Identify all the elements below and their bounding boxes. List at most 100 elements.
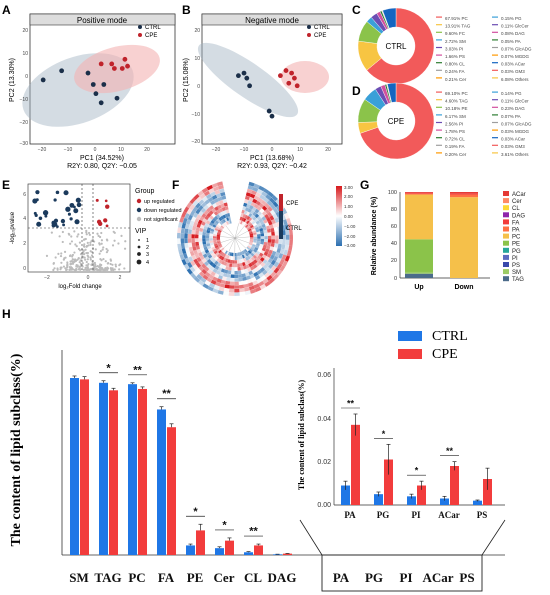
- heatmap-cell: [195, 234, 199, 239]
- volcano-point-ns: [84, 248, 87, 251]
- x-tick-b: 10: [297, 147, 303, 153]
- heatmap-cell: [264, 232, 268, 237]
- scatter-point-ctrl: [93, 91, 99, 97]
- heatmap-cell: [270, 242, 275, 248]
- volcano-point-ns: [75, 245, 78, 248]
- heatmap-cell: [210, 271, 216, 277]
- heatmap-cell: [195, 241, 200, 246]
- y-tick-a: −20: [20, 120, 29, 126]
- heatmap-cell: [177, 238, 181, 244]
- x-category-up: Up: [414, 284, 423, 291]
- inset-bar-cpe: [351, 424, 360, 505]
- heatmap-cell: [217, 242, 222, 246]
- scatter-point-ctrl: [90, 82, 96, 87]
- stacked-bar-pe: [405, 239, 433, 272]
- heatmap-cell: [248, 196, 254, 202]
- legend-marker-ctrl-b: [307, 25, 311, 29]
- legend-entry: 0.07% MGDG: [501, 54, 530, 59]
- heatmap-cell: [249, 273, 255, 279]
- heatmap-cell: [249, 248, 253, 253]
- heatmap-cell: [239, 291, 246, 296]
- heatmap-cell: [252, 280, 259, 286]
- heatmap-cell: [196, 256, 202, 263]
- heatmap-cell: [210, 191, 216, 197]
- volcano-point-ns: [87, 263, 90, 266]
- donut-slice-pc: [359, 82, 435, 160]
- y-tick-b: 20: [194, 28, 200, 34]
- heatmap-cell: [226, 217, 230, 221]
- heatmap-cell: [250, 209, 255, 215]
- heatmap-cell: [241, 221, 245, 226]
- inset-y-tick: 0.06: [317, 372, 331, 379]
- title-strip-b: [201, 13, 343, 26]
- volcano-point-down: [44, 214, 48, 218]
- heatmap-cell: [226, 213, 231, 217]
- heatmap-cell: [221, 195, 227, 200]
- legend-title-group: Group: [135, 188, 155, 195]
- heatmap-cell: [188, 256, 194, 262]
- x-labels-h: SM TAG PC FA PE Cer CL DAG PA PG PI ACar PS: [69, 570, 474, 585]
- heatmap-cell: [271, 219, 276, 225]
- color-scale-tick: −3.00: [344, 243, 356, 248]
- x-label: Cer: [214, 570, 235, 585]
- legend-label-ctrl-b: CTRL: [314, 25, 330, 31]
- panel-c: C CTRL 67.91% PC 13.91% TAG 9.60% FC 2.72% …: [352, 3, 532, 85]
- heatmap-cell: [217, 229, 222, 233]
- volcano-point-ns: [80, 257, 83, 260]
- heatmap-cell: [220, 247, 225, 251]
- heatmap-cell: [181, 248, 187, 254]
- heatmap-cell: [225, 209, 230, 214]
- heatmap-cell: [267, 235, 272, 240]
- heatmap-cell: [222, 265, 227, 270]
- heatmap-cell: [218, 245, 223, 249]
- legend-entry: 0.15% PG: [501, 16, 522, 21]
- legend-entry: 3.61% Others: [501, 152, 529, 157]
- heatmap-cell: [213, 236, 217, 239]
- heatmap-cell: [253, 240, 257, 243]
- heatmap-cell: [246, 278, 253, 284]
- heatmap-cell: [250, 252, 255, 257]
- heatmap-cell: [256, 243, 260, 247]
- heatmap-cell: [250, 226, 255, 230]
- heatmap-cell: [238, 259, 242, 264]
- x-label: DAG: [268, 570, 297, 585]
- heatmap-cell: [220, 256, 225, 261]
- volcano-point-ns: [90, 263, 93, 267]
- heatmap-cell: [263, 219, 268, 224]
- heatmap-cell: [219, 251, 224, 255]
- volcano-point-down: [38, 216, 43, 221]
- heatmap-cell: [216, 240, 221, 244]
- heatmap-cell: [224, 213, 229, 218]
- heatmap-cell: [224, 205, 229, 211]
- heatmap-cell: [198, 241, 203, 246]
- heatmap-cell: [216, 236, 221, 239]
- volcano-point-down: [69, 217, 73, 221]
- heatmap-cell: [228, 263, 233, 268]
- heatmap-cell: [213, 243, 218, 247]
- heatmap-cell: [243, 202, 248, 207]
- bar-ctrl: [128, 384, 137, 555]
- heatmap-cell: [247, 226, 251, 231]
- heatmap-cell: [246, 251, 251, 256]
- volcano-point-ns: [78, 261, 81, 264]
- volcano-point-ns: [68, 268, 71, 271]
- heatmap-cell: [263, 188, 270, 195]
- heatmap-cell: [204, 222, 209, 228]
- heatmap-cell: [216, 262, 221, 267]
- heatmap-cell: [275, 235, 279, 240]
- inset-bar-ctrl: [374, 494, 383, 505]
- volcano-point-ns: [73, 260, 76, 263]
- heatmap-cell: [210, 244, 215, 248]
- heatmap-cell: [259, 243, 264, 248]
- grouped-bars-h: * ********: [70, 362, 292, 555]
- x-tick-a: 10: [118, 147, 124, 153]
- heatmap-cell: [242, 218, 247, 223]
- heatmap-cell: [187, 214, 193, 221]
- legend-swatch: [492, 121, 498, 124]
- x-label: TAG: [94, 570, 121, 585]
- heatmap-cell: [202, 231, 207, 236]
- heatmap-cell: [270, 271, 277, 278]
- heatmap-cell: [289, 234, 293, 241]
- heatmap-cell: [288, 228, 293, 235]
- scatter-point-cpe: [292, 75, 297, 81]
